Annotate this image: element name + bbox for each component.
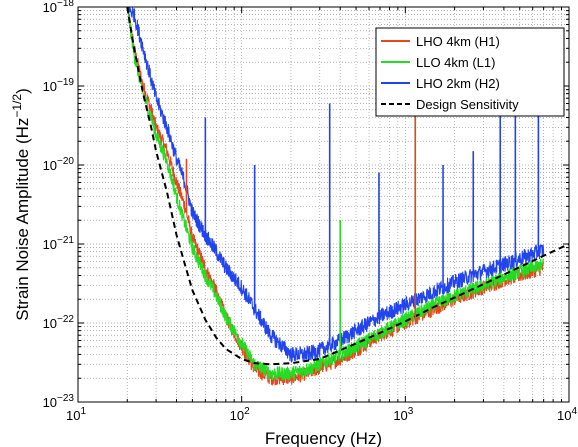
- x-tick-exponent: 1: [80, 406, 86, 417]
- series-line-lho-2km-h2: [127, 7, 545, 364]
- y-tick-label: 10−19: [43, 77, 75, 94]
- legend: LHO 4km (H1) LLO 4km (L1) LHO 2km (H2) Desi…: [375, 27, 565, 117]
- y-axis-label-close: ): [13, 88, 32, 94]
- y-tick-label: 10−20: [43, 156, 75, 173]
- y-tick-base: 10: [43, 395, 57, 410]
- plot-area: [126, 7, 569, 386]
- x-axis-label: Frequency (Hz): [265, 429, 382, 447]
- y-tick-label: 10−21: [43, 235, 75, 252]
- legend-label: LHO 4km (H1): [416, 34, 500, 49]
- x-tick-exponent: 4: [571, 406, 577, 417]
- y-axis-label: Strain Noise Amplitude (Hz−1/2): [10, 88, 32, 321]
- y-axis-label-main: Strain Noise Amplitude (Hz: [13, 118, 32, 321]
- x-tick-label: 101: [66, 406, 86, 423]
- y-tick-exponent: −22: [57, 314, 74, 325]
- y-tick-exponent: −20: [57, 156, 74, 167]
- x-tick-base: 10: [393, 408, 407, 423]
- series-line-design-sensitivity: [126, 7, 569, 366]
- x-tick-exponent: 2: [244, 406, 250, 417]
- plot-frame: [77, 6, 570, 403]
- y-tick-base: 10: [43, 79, 57, 94]
- y-tick-base: 10: [43, 158, 57, 173]
- y-tick-exponent: −18: [57, 0, 74, 9]
- y-tick-exponent: −23: [57, 393, 74, 404]
- y-tick-exponent: −21: [57, 235, 74, 246]
- x-tick-label: 104: [557, 406, 577, 423]
- y-tick-base: 10: [43, 237, 57, 252]
- legend-label: LHO 2km (H2): [416, 76, 500, 91]
- y-axis-label-exponent: −1/2: [10, 94, 24, 118]
- x-tick-base: 10: [66, 408, 80, 423]
- x-tick-base: 10: [230, 408, 244, 423]
- grid-lines: [78, 7, 569, 402]
- x-tick-label: 102: [230, 406, 250, 423]
- x-tick-label: 103: [393, 406, 413, 423]
- x-tick-base: 10: [557, 408, 571, 423]
- y-tick-base: 10: [43, 0, 57, 15]
- legend-label: LLO 4km (L1): [416, 55, 495, 70]
- x-tick-exponent: 3: [408, 406, 414, 417]
- y-tick-label: 10−22: [43, 314, 75, 331]
- y-tick-exponent: −19: [57, 77, 74, 88]
- y-tick-label: 10−23: [43, 393, 75, 410]
- y-tick-base: 10: [43, 316, 57, 331]
- legend-box: [375, 27, 565, 117]
- y-tick-label: 10−18: [43, 0, 75, 15]
- legend-label: Design Sensitivity: [416, 97, 519, 112]
- axis-ticks: [77, 7, 569, 403]
